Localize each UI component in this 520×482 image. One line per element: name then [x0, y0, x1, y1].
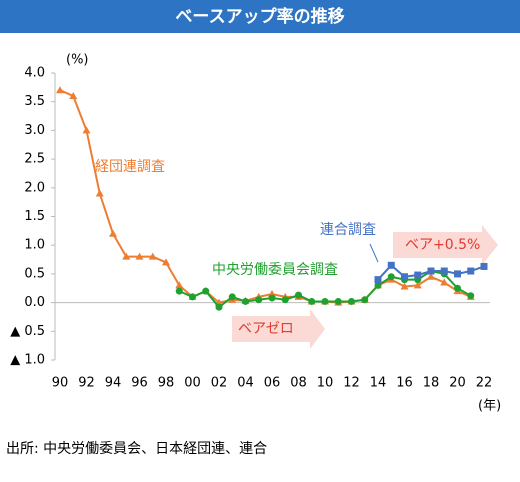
- marker: [82, 126, 91, 134]
- y-tick-label: 3.5: [24, 94, 45, 109]
- marker: [374, 281, 382, 289]
- marker: [95, 189, 104, 197]
- marker: [480, 262, 488, 270]
- marker: [414, 271, 422, 279]
- x-tick-label: 06: [264, 376, 281, 391]
- marker: [215, 303, 223, 311]
- chart-title: ベースアップ率の推移: [175, 6, 344, 27]
- arrow-zero: [232, 309, 325, 349]
- x-tick-label: 18: [423, 376, 440, 391]
- marker: [255, 296, 263, 304]
- y-tick-label: 0.5: [24, 266, 45, 281]
- x-tick-label: 10: [317, 376, 334, 391]
- series-label: 経団連調査: [95, 159, 165, 175]
- marker: [427, 267, 435, 275]
- marker: [401, 273, 408, 281]
- x-tick-label: 22: [476, 376, 493, 391]
- marker: [175, 287, 183, 295]
- y-unit: (%): [66, 53, 89, 68]
- marker: [321, 297, 329, 305]
- annotation: ベア+0.5%: [405, 237, 480, 253]
- source: 出所: 中央労働委員会、日本経団連、連合: [6, 441, 267, 457]
- x-tick-label: 14: [370, 376, 387, 391]
- series-label: 中央労働委員会調査: [212, 262, 338, 278]
- marker: [268, 294, 276, 302]
- marker: [189, 293, 196, 301]
- marker: [175, 281, 184, 289]
- x-tick-label: 04: [237, 376, 254, 391]
- marker: [413, 281, 422, 289]
- y-tick-label: 4.0: [24, 66, 45, 81]
- marker: [467, 267, 475, 275]
- marker: [440, 278, 449, 286]
- marker: [440, 267, 448, 275]
- marker: [387, 273, 395, 281]
- x-unit: (年): [478, 399, 501, 414]
- marker: [228, 293, 236, 301]
- marker: [348, 297, 355, 305]
- annotation: ベアゼロ: [238, 321, 294, 337]
- x-tick-label: 12: [343, 376, 360, 391]
- series-label: 連合調査: [320, 222, 376, 238]
- x-tick-label: 08: [290, 376, 307, 391]
- x-tick-label: 96: [131, 376, 148, 391]
- marker: [387, 261, 395, 269]
- x-tick-label: 20: [449, 376, 466, 391]
- marker: [162, 258, 170, 266]
- marker: [135, 252, 144, 260]
- x-tick-label: 16: [396, 376, 413, 391]
- marker: [361, 296, 369, 304]
- marker: [374, 276, 382, 284]
- marker: [308, 297, 316, 305]
- marker: [242, 297, 249, 305]
- y-tick-label: 2.0: [24, 180, 45, 195]
- marker: [148, 252, 157, 260]
- y-tick-label: 0.0: [24, 295, 45, 310]
- marker: [122, 252, 131, 260]
- x-tick-label: 90: [52, 376, 69, 391]
- marker: [427, 272, 435, 280]
- marker: [400, 282, 409, 290]
- y-tick-label: ▲ 1.0: [10, 353, 45, 368]
- marker: [69, 91, 78, 99]
- marker: [295, 291, 302, 299]
- x-tick-label: 98: [158, 376, 175, 391]
- marker: [202, 287, 210, 295]
- y-tick-label: 2.5: [24, 152, 45, 167]
- x-tick-label: 92: [78, 376, 95, 391]
- marker: [454, 270, 461, 278]
- marker: [109, 229, 117, 237]
- marker: [467, 292, 475, 300]
- x-tick-label: 02: [211, 376, 228, 391]
- x-tick-label: 00: [184, 376, 201, 391]
- arrow-half: [393, 225, 498, 265]
- callout-line: [369, 243, 379, 263]
- marker: [281, 296, 289, 304]
- x-tick-label: 94: [105, 376, 122, 391]
- y-tick-label: ▲ 0.5: [10, 324, 45, 339]
- marker: [56, 86, 64, 94]
- y-tick-label: 3.0: [24, 123, 45, 138]
- y-tick-label: 1.0: [24, 238, 45, 253]
- marker: [454, 284, 461, 292]
- title-bar: [0, 0, 520, 33]
- marker: [334, 297, 342, 305]
- y-tick-label: 1.5: [24, 209, 45, 224]
